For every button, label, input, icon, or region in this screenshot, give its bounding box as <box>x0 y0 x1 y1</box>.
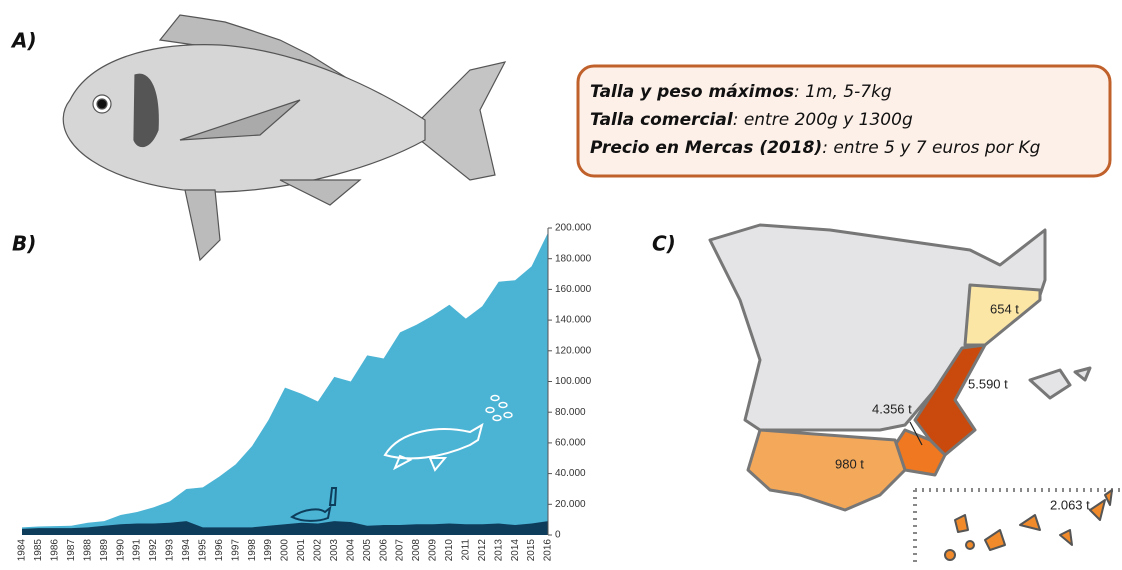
info-value: : entre 200g y 1300g <box>733 110 913 130</box>
fish-drawing <box>62 14 507 262</box>
fish-icon <box>383 422 484 472</box>
info-key: Precio en Mercas (2018) <box>590 138 822 158</box>
x-tick-label: 2000 <box>280 539 291 562</box>
info-key: Talla comercial <box>590 110 734 130</box>
y-tick-label: 0 <box>555 530 561 541</box>
info-line: Precio en Mercas (2018): entre 5 y 7 eur… <box>590 138 1041 158</box>
x-tick-label: 2007 <box>395 539 406 562</box>
info-key: Talla y peso máximos <box>590 82 794 102</box>
x-tick-label: 1988 <box>82 539 93 562</box>
bubble-icon <box>485 406 495 414</box>
y-tick-label: 60.000 <box>555 438 586 449</box>
x-tick-label: 1998 <box>247 539 258 562</box>
x-tick-label: 2014 <box>510 539 521 562</box>
x-tick-label: 2010 <box>444 539 455 562</box>
bubble-icon <box>492 414 502 422</box>
y-tick-label: 180.000 <box>555 253 592 264</box>
map <box>708 223 1120 565</box>
x-tick-label: 2011 <box>460 539 471 561</box>
x-tick-label: 1984 <box>17 539 28 562</box>
x-tick-label: 2012 <box>477 539 488 562</box>
fish-icon <box>290 505 332 522</box>
x-tick-label: 1997 <box>230 539 241 562</box>
y-tick-label: 200.000 <box>555 223 592 234</box>
info-line: Talla comercial: entre 200g y 1300g <box>590 110 913 130</box>
bubble-icon <box>498 401 508 409</box>
area <box>22 232 548 536</box>
y-tick-label: 20.000 <box>555 499 586 510</box>
y-tick-label: 80.000 <box>555 407 586 418</box>
leader-line <box>909 421 923 446</box>
area <box>22 521 548 535</box>
bubble-icon <box>503 411 513 419</box>
x-tick-label: 1986 <box>50 539 61 562</box>
x-tick-label: 1985 <box>33 539 44 562</box>
info-line: Talla y peso máximos: 1m, 5-7kg <box>590 82 892 102</box>
map-label: 980 t <box>835 456 864 471</box>
x-tick-label: 1996 <box>214 539 225 562</box>
area-chart: 0 20.000 40.000 60.000 80.000 100.000 120.000 1… <box>17 223 592 562</box>
x-tick-label: 1991 <box>132 539 143 562</box>
panel-label: C) <box>652 232 676 256</box>
y-tick-label: 100.000 <box>555 376 592 387</box>
info-value: : entre 5 y 7 euros por Kg <box>822 138 1040 158</box>
map-label: 2.063 t <box>1050 497 1090 512</box>
x-tick-label: 1990 <box>115 539 126 562</box>
x-tick-label: 2001 <box>296 539 307 562</box>
x-tick-label: 1993 <box>165 539 176 562</box>
x-tick-label: 2016 <box>543 539 554 562</box>
bubble-icon <box>490 394 500 402</box>
x-tick-label: 1994 <box>181 539 192 562</box>
x-tick-label: 2015 <box>526 539 537 562</box>
x-tick-label: 2005 <box>362 539 373 562</box>
info-box <box>576 64 1112 178</box>
diver-icon <box>328 487 338 506</box>
panel-label: B) <box>12 232 36 256</box>
map-label: 654 t <box>990 301 1019 316</box>
x-tick-label: 1992 <box>148 539 159 562</box>
map-label: 5.590 t <box>968 376 1008 391</box>
x-tick-label: 2013 <box>493 539 504 562</box>
y-tick-label: 40.000 <box>555 468 586 479</box>
x-tick-label: 2004 <box>345 539 356 562</box>
x-tick-label: 2003 <box>329 539 340 562</box>
x-tick-label: 2002 <box>313 539 324 562</box>
x-tick-label: 2009 <box>428 539 439 562</box>
x-tick-label: 1999 <box>263 539 274 562</box>
map-label: 4.356 t <box>872 401 912 416</box>
x-tick-label: 1995 <box>197 539 208 562</box>
x-tick-label: 1987 <box>66 539 77 562</box>
x-tick-label: 2006 <box>378 539 389 562</box>
y-tick-label: 140.000 <box>555 315 592 326</box>
info-value: : 1m, 5-7kg <box>794 82 892 102</box>
panel-label: A) <box>10 29 37 53</box>
y-tick-label: 120.000 <box>555 345 592 356</box>
x-tick-label: 2008 <box>411 539 422 562</box>
y-tick-label: 160.000 <box>555 284 592 295</box>
x-tick-label: 1989 <box>99 539 110 562</box>
